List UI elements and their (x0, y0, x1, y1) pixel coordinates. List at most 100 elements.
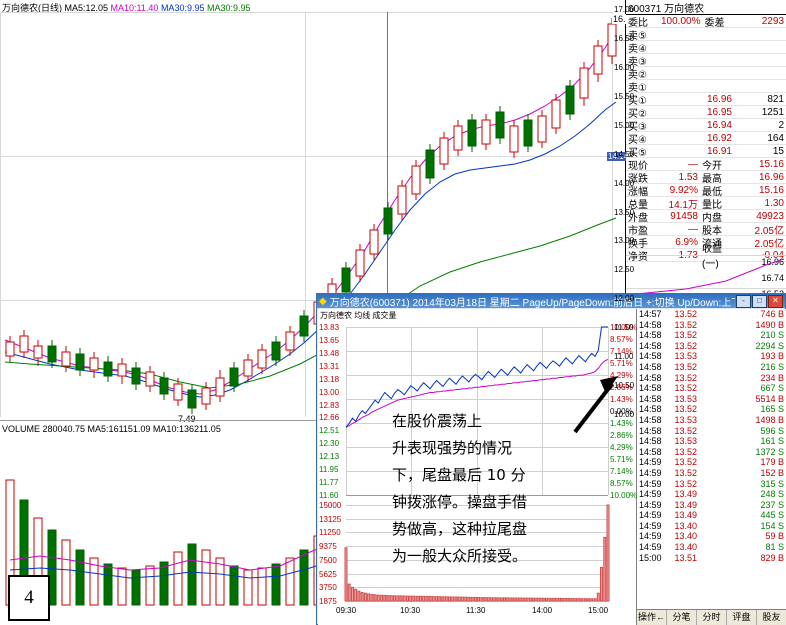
tick-list[interactable]: 14:57 13.52 746 B 14:58 13.52 1490 B 14:58 13.5… (637, 309, 786, 625)
minute-volume-bar (399, 595, 403, 602)
tick-row: 14:58 13.52 165 S (637, 404, 786, 415)
stat-label: 外盘 (628, 212, 648, 224)
tick-price: 13.52 (674, 340, 697, 351)
order-price: 16.94 (706, 119, 732, 131)
minute-volume-bar (448, 596, 451, 602)
footer-tab[interactable]: 操作← (637, 610, 667, 625)
minute-volume-bar (406, 595, 409, 602)
gridline (346, 532, 608, 534)
minute-volume-tick: 11250 (319, 528, 341, 538)
quote-stat-row: 外盘 91458 内盘 49923 (626, 210, 786, 224)
minimize-button[interactable]: - (736, 294, 751, 308)
minute-volume-bar (460, 596, 464, 602)
close-icon[interactable]: ✕ (768, 294, 783, 308)
footer-tab[interactable]: 股友 (762, 612, 781, 622)
buy-order-row: 买⑤ 16.91 15 (626, 145, 786, 159)
tick-row: 14:59 13.49 445 S (637, 510, 786, 521)
kline-axis-tick: 11.00 (614, 352, 634, 362)
minute-volume-bar (480, 597, 484, 602)
maximize-button[interactable]: □ (752, 294, 767, 308)
stat-label: 市盈 (628, 225, 648, 237)
gridline (0, 156, 613, 157)
quote-stat-row: 现价 — 今开 15.16 (626, 158, 786, 172)
kline-axis-tick: 10.00 (614, 410, 635, 419)
tick-time: 14:58 (639, 319, 662, 330)
tick-row: 14:58 13.53 161 S (637, 436, 786, 447)
minute-volume-bar (506, 597, 510, 602)
tick-time: 14:58 (639, 383, 662, 394)
stat-value2: 1.30 (764, 197, 784, 209)
sell-order-row: 卖① (626, 80, 786, 94)
gridline (0, 300, 613, 301)
gridline (0, 12, 613, 13)
minute-price-tick: 12.51 (319, 426, 340, 436)
footer-tab[interactable]: 分笔 (667, 610, 697, 625)
kline-header-ma30: MA30:9.95 (160, 3, 205, 13)
minute-chart[interactable]: 万向德农 均线 成交量 13.83 13.65 13.48 13.31 13.18 13.… (318, 309, 637, 625)
order-price: 16.96 (706, 93, 732, 105)
sell-order-row: 卖② (626, 67, 786, 81)
minute-pct-tick: 1.43% (610, 419, 633, 428)
minute-volume-bar (357, 590, 361, 602)
window-titlebar[interactable]: ◆ 万向德农(600371) 2014年03月18日 星期二 PageUp/Pa… (317, 294, 785, 309)
minute-volume-bar (545, 597, 548, 602)
tick-volume: 179 B (760, 457, 784, 468)
minute-price-tick: 12.13 (319, 452, 340, 462)
minute-volume-bar (490, 597, 494, 602)
tick-volume: 5514 B (755, 393, 784, 404)
minute-volume-bar (554, 597, 558, 602)
footer-tab[interactable]: 评盘 (727, 610, 757, 625)
tick-row: 14:59 13.52 179 B (637, 457, 786, 468)
app-icon: ◆ (319, 295, 327, 307)
buy-order-row: 买③ 16.94 2 (626, 119, 786, 133)
stat-label: 总量 (628, 199, 648, 211)
low-price-tag: 7.49 (178, 414, 196, 424)
tick-price: 13.52 (674, 383, 697, 394)
tick-row: 14:58 13.52 234 B (637, 373, 786, 384)
minute-pct-tick: 0.00% (610, 407, 633, 416)
kline-axis-tick: 10.50 (614, 381, 635, 391)
minute-price-tick: 12.83 (319, 400, 340, 410)
order-label: 买③ (628, 121, 647, 133)
kline-candles (4, 18, 617, 414)
stat-value: 91458 (670, 210, 698, 222)
quote-stat-row: 换手 6.9% 流通 2.05亿 (626, 236, 786, 250)
tick-price: 13.52 (674, 309, 697, 319)
minute-pct-tick: 8.57% (610, 479, 633, 488)
tick-price: 13.49 (674, 489, 697, 500)
tick-volume: 59 B (765, 531, 784, 542)
minute-pct-tick: 7.14% (610, 467, 633, 476)
gridline (346, 601, 608, 602)
gridline (346, 546, 608, 548)
tick-volume: 1372 S (755, 446, 784, 457)
tick-price: 13.52 (674, 446, 697, 457)
tick-row: 14:58 13.52 1372 S (637, 447, 786, 458)
tick-price: 13.52 (674, 457, 697, 468)
sell-order-row: 卖③ (626, 54, 786, 68)
kline-header-ma10: MA10:11.40 (110, 3, 159, 13)
tick-volume: 596 S (760, 425, 784, 436)
annotation-text: 在股价震荡上 升表现强势的情况 下，尾盘最后 10 分 钟拨涨停。操盘手借 势做… (392, 408, 582, 570)
minute-volume-bar (344, 547, 348, 602)
order-price: 16.92 (706, 132, 732, 144)
stat-value2: 15.16 (758, 184, 784, 196)
tick-price: 13.40 (674, 520, 697, 531)
tick-footer-tabs[interactable]: 操作← 分笔 分时 评盘 股友 (637, 609, 786, 625)
tick-volume: 829 B (760, 552, 784, 563)
window-body: 万向德农 均线 成交量 13.83 13.65 13.48 13.31 13.18 13.… (318, 309, 786, 625)
minute-chart-window[interactable]: ◆ 万向德农(600371) 2014年03月18日 星期二 PageUp/Pa… (316, 293, 786, 625)
tick-volume: 1490 B (755, 319, 784, 330)
minute-volume-bar (425, 596, 429, 602)
tick-row: 14:59 13.40 154 S (637, 521, 786, 532)
order-volume: 821 (767, 93, 784, 105)
minute-volume-bar (376, 594, 380, 602)
order-price: 16.95 (706, 106, 732, 118)
stat-value: 9.92% (669, 184, 698, 196)
tick-price: 13.52 (674, 404, 697, 415)
tick-row: 14:59 13.40 81 S (637, 542, 786, 553)
footer-tab[interactable]: 分时 (697, 610, 727, 625)
stat-label2: 流通 (702, 238, 722, 250)
minute-volume-bar (431, 596, 435, 602)
minute-volume-bar (444, 596, 448, 602)
minute-volume-bar (532, 597, 536, 602)
